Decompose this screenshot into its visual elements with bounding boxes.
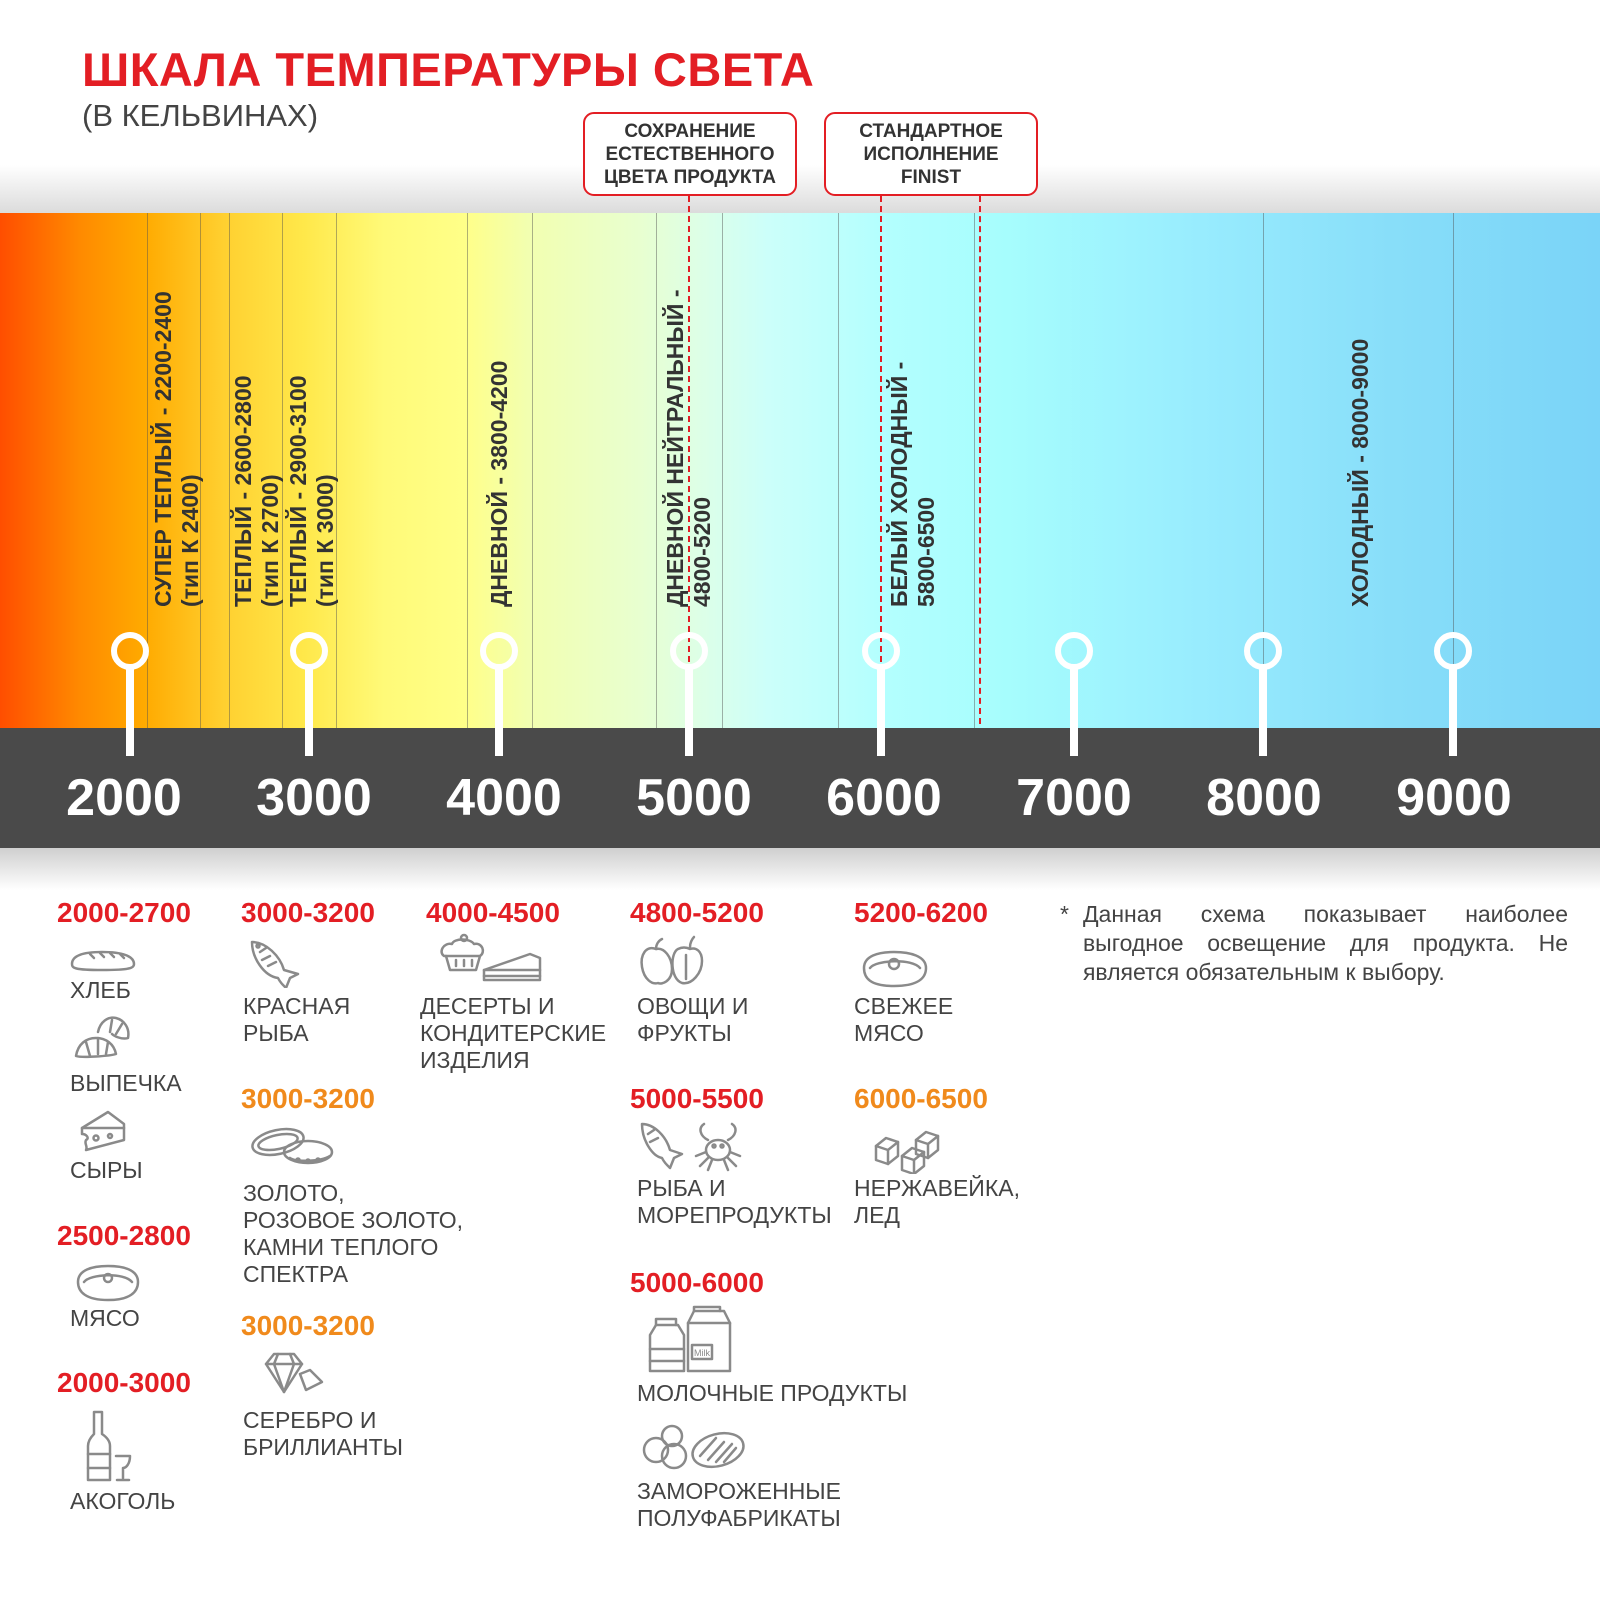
item-label: НЕРЖАВЕЙКА, ЛЕД bbox=[854, 1175, 1020, 1228]
scale-tick-label: 6000 bbox=[826, 769, 942, 827]
cake-icon bbox=[436, 930, 546, 995]
range-label: 2000-2700 bbox=[57, 897, 191, 928]
apple-pepper-icon bbox=[638, 935, 710, 992]
scale-tick-label: 7000 bbox=[1016, 769, 1132, 827]
item-label: ХЛЕБ bbox=[70, 977, 131, 1003]
zone-label-super-warm: СУПЕР ТЕПЛЫЙ - 2200-2400 (тип К 2400) bbox=[150, 291, 203, 607]
item-label: СЫРЫ bbox=[70, 1157, 143, 1183]
milk-icon-text: Milk bbox=[694, 1348, 710, 1358]
range-label: 4800-5200 bbox=[630, 897, 764, 928]
rings-icon bbox=[250, 1122, 336, 1177]
zone-label-warm-2700: ТЕПЛЫЙ - 2600-2800 (тип К 2700) bbox=[230, 375, 283, 607]
range-label: 6000-6500 bbox=[854, 1083, 988, 1114]
top-shade bbox=[0, 165, 1600, 215]
scale-tick-label: 2000 bbox=[66, 769, 182, 827]
zone-divider bbox=[336, 213, 337, 728]
cheese-icon bbox=[78, 1108, 128, 1159]
zone-divider bbox=[656, 213, 657, 728]
zone-label-warm-3000: ТЕПЛЫЙ - 2900-3100 (тип К 3000) bbox=[285, 375, 338, 607]
item-label: ЗАМОРОЖЕННЫЕ ПОЛУФАБРИКАТЫ bbox=[637, 1478, 842, 1531]
fish-crab-icon bbox=[638, 1120, 746, 1181]
scale-tick-label: 8000 bbox=[1206, 769, 1322, 827]
fish-icon bbox=[246, 936, 306, 993]
range-label: 5200-6200 bbox=[854, 897, 988, 928]
range-label: 4000-4500 bbox=[426, 897, 560, 928]
item-label: АКОГОЛЬ bbox=[70, 1488, 176, 1514]
scale-tick-label: 5000 bbox=[636, 769, 752, 827]
zone-divider bbox=[282, 213, 283, 728]
item-label: СЕРЕБРО И БРИЛЛИАНТЫ bbox=[243, 1407, 404, 1460]
item-label: ДЕСЕРТЫ И КОНДИТЕРСКИЕ ИЗДЕЛИЯ bbox=[420, 993, 607, 1073]
page-subtitle: (В КЕЛЬВИНАХ) bbox=[82, 98, 319, 133]
scale-pin-marker bbox=[110, 632, 150, 756]
item-label: МОЛОЧНЫЕ ПРОДУКТЫ bbox=[637, 1380, 908, 1406]
zone-label-white-cool: БЕЛЫЙ ХОЛОДНЫЙ - 5800-6500 bbox=[886, 361, 939, 607]
steak-icon bbox=[74, 1262, 142, 1309]
range-label: 3000-3200 bbox=[241, 1310, 375, 1341]
range-label: 5000-6000 bbox=[630, 1267, 764, 1298]
frozen-food-icon bbox=[640, 1422, 750, 1477]
scale-pin-marker bbox=[1243, 632, 1283, 756]
scale-pin-marker bbox=[1433, 632, 1473, 756]
scale-bar bbox=[0, 728, 1600, 849]
scale-pin-marker bbox=[1054, 632, 1094, 756]
item-label: СВЕЖЕЕ МЯСО bbox=[854, 993, 954, 1046]
range-label: 5000-5500 bbox=[630, 1083, 764, 1114]
callout-standard-finist: СТАНДАРТНОЕ ИСПОЛНЕНИЕ FINIST bbox=[824, 112, 1038, 196]
bottom-shade bbox=[0, 848, 1600, 890]
range-label: 3000-3200 bbox=[241, 1083, 375, 1114]
scale-tick-label: 4000 bbox=[446, 769, 562, 827]
diamond-icon bbox=[262, 1350, 328, 1401]
zone-divider bbox=[722, 213, 723, 728]
steak-icon bbox=[860, 948, 932, 995]
disclaimer-note: * Данная схема показывает наиболее выгод… bbox=[1060, 900, 1568, 987]
note-asterisk: * bbox=[1060, 901, 1069, 927]
item-label: РЫБА И МОРЕПРОДУКТЫ bbox=[637, 1175, 832, 1228]
zone-label-daylight: ДНЕВНОЙ - 3800-4200 bbox=[486, 360, 512, 607]
zone-divider bbox=[974, 213, 975, 728]
callout-natural-color: СОХРАНЕНИЕ ЕСТЕСТВЕННОГО ЦВЕТА ПРОДУКТА bbox=[583, 112, 797, 196]
zone-divider bbox=[838, 213, 839, 728]
scale-tick-label: 3000 bbox=[256, 769, 372, 827]
scale-pin-marker bbox=[669, 632, 709, 756]
item-label: ВЫПЕЧКА bbox=[70, 1070, 182, 1096]
scale-pin-marker bbox=[479, 632, 519, 756]
bread-icon bbox=[68, 942, 138, 979]
zone-divider bbox=[200, 213, 201, 728]
item-label: ЗОЛОТО, РОЗОВОЕ ЗОЛОТО, КАМНИ ТЕПЛОГО СП… bbox=[243, 1180, 463, 1287]
ice-cubes-icon bbox=[872, 1130, 944, 1179]
item-label: МЯСО bbox=[70, 1305, 140, 1331]
range-label: 2500-2800 bbox=[57, 1220, 191, 1251]
scale-pin-marker bbox=[289, 632, 329, 756]
zone-label-cool: ХОЛОДНЫЙ - 8000-9000 bbox=[1347, 338, 1373, 607]
zone-divider bbox=[1453, 213, 1454, 728]
page-title: ШКАЛА ТЕМПЕРАТУРЫ СВЕТА bbox=[82, 43, 815, 96]
item-label: КРАСНАЯ РЫБА bbox=[243, 993, 351, 1046]
scale-tick-label: 9000 bbox=[1396, 769, 1512, 827]
scale-pin-marker bbox=[861, 632, 901, 756]
wine-bottle-icon bbox=[86, 1408, 136, 1489]
callout-dashed-line bbox=[979, 196, 981, 724]
callout-dashed-line bbox=[880, 196, 882, 752]
milk-icon: Milk bbox=[646, 1305, 736, 1380]
note-text: Данная схема показывает наиболее выгодно… bbox=[1082, 901, 1568, 985]
item-label: ОВОЩИ И ФРУКТЫ bbox=[637, 993, 749, 1046]
color-temperature-spectrum bbox=[0, 213, 1600, 730]
croissant-icon bbox=[72, 1012, 134, 1069]
range-label: 2000-3000 bbox=[57, 1367, 191, 1398]
zone-divider bbox=[1263, 213, 1264, 728]
zone-divider bbox=[147, 213, 148, 728]
range-label: 3000-3200 bbox=[241, 897, 375, 928]
zone-divider bbox=[229, 213, 230, 728]
zone-divider bbox=[467, 213, 468, 728]
callout-dashed-line bbox=[688, 196, 690, 752]
zone-divider bbox=[532, 213, 533, 728]
